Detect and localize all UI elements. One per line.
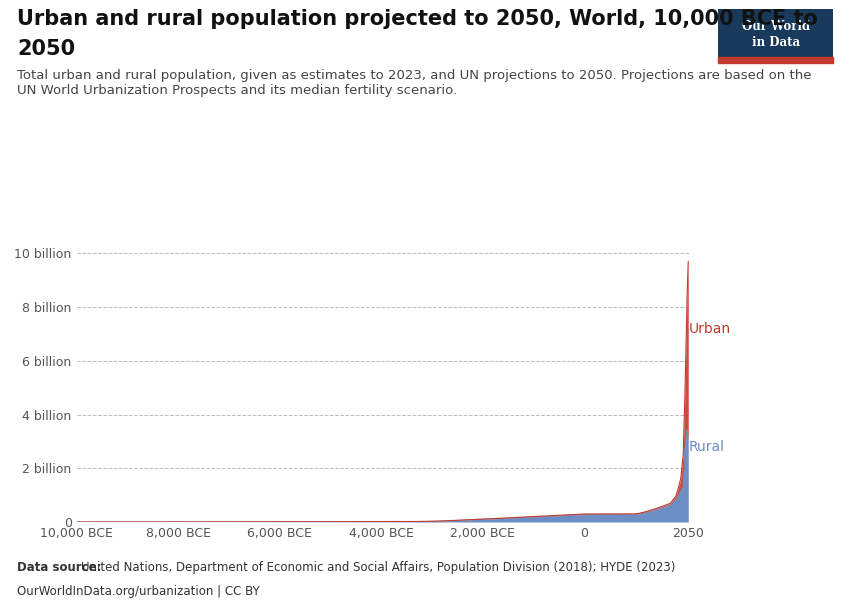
Text: Urban: Urban	[688, 322, 731, 335]
Text: Our World: Our World	[741, 20, 810, 33]
Text: 2050: 2050	[17, 39, 75, 59]
Text: Rural: Rural	[688, 440, 724, 454]
Text: OurWorldInData.org/urbanization | CC BY: OurWorldInData.org/urbanization | CC BY	[17, 585, 260, 598]
Text: Total urban and rural population, given as estimates to 2023, and UN projections: Total urban and rural population, given …	[17, 69, 812, 97]
Text: Data source:: Data source:	[17, 561, 105, 574]
Text: Urban and rural population projected to 2050, World, 10,000 BCE to: Urban and rural population projected to …	[17, 9, 818, 29]
Bar	[718, 56, 833, 63]
Text: in Data: in Data	[751, 36, 800, 49]
Text: United Nations, Department of Economic and Social Affairs, Population Division (: United Nations, Department of Economic a…	[81, 561, 675, 574]
